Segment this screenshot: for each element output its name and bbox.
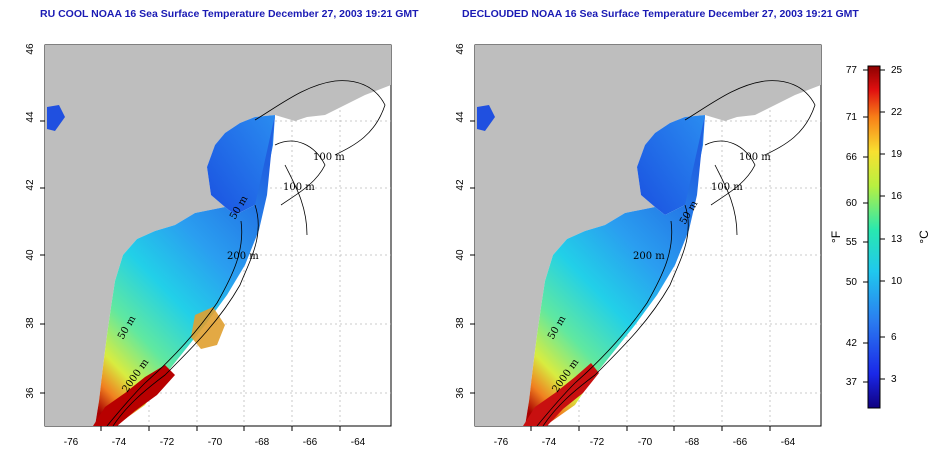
lon-tick: -76 [494,437,509,448]
isobath-label-4: 200 m [227,251,259,262]
lat-tick: 38 [455,317,466,329]
colorbar-f-tick: 42 [846,338,858,349]
lon-tick: -72 [160,437,175,448]
colorbar-f-tick: 50 [846,277,858,288]
lon-tick: -76 [64,437,79,448]
warm-patch [191,307,225,349]
shelf-water [525,115,705,426]
panel-title-right: DECLOUDED NOAA 16 Sea Surface Temperatur… [462,8,859,20]
lon-tick: -64 [781,437,796,448]
map-panel-left: 100 m 100 m 50 m 200 m 50 m 2000 m -76 -… [25,43,392,448]
lat-labels: 46 44 42 40 38 36 [455,43,466,399]
isobath-label-1: 100 m [739,152,771,163]
lat-tick: 44 [25,111,36,123]
fahrenheit-labels: 77 71 66 60 55 50 42 37 [846,65,858,388]
lon-axis [530,426,771,431]
lon-tick: -66 [303,437,318,448]
isobath-contours [106,80,386,427]
colorbar-f-tick: 66 [846,152,858,163]
shelf-water [95,115,275,426]
colorbar: 77 71 66 60 55 50 42 37 25 22 19 16 13 1… [829,65,931,409]
isobath-label-2: 100 m [711,182,743,193]
celsius-unit: °C [917,230,931,244]
coastal-lake [477,105,495,131]
colorbar-c-tick: 10 [891,276,903,287]
lat-tick: 36 [25,387,36,399]
lon-tick: -70 [638,437,653,448]
celsius-labels: 25 22 19 16 13 10 6 3 [891,65,903,385]
colorbar-ticks [863,69,885,383]
lon-tick: -74 [542,437,557,448]
lat-tick: 36 [455,387,466,399]
land-mass [45,45,391,426]
colorbar-c-tick: 13 [891,234,903,245]
colorbar-f-tick: 55 [846,237,858,248]
colorbar-c-tick: 25 [891,65,903,76]
lat-tick: 38 [25,317,36,329]
gulf-stream-warm [93,365,175,426]
gulf-of-maine-water [207,115,275,215]
colorbar-f-tick: 60 [846,198,858,209]
lat-tick: 46 [25,43,36,55]
coastal-lake [47,105,65,131]
colorbar-f-tick: 77 [846,65,858,76]
lon-tick: -70 [208,437,223,448]
lat-tick: 42 [455,179,466,191]
gulf-of-maine-water [637,115,705,215]
lon-tick: -74 [112,437,127,448]
lon-tick: -72 [590,437,605,448]
colorbar-f-tick: 71 [846,112,858,123]
lon-labels: -76 -74 -72 -70 -68 -66 -64 [64,437,366,448]
lon-labels: -76 -74 -72 -70 -68 -66 -64 [494,437,796,448]
lat-tick: 40 [455,249,466,261]
lat-tick: 44 [455,111,466,123]
panel-title-left: RU COOL NOAA 16 Sea Surface Temperature … [40,8,419,20]
lon-axis [100,426,341,431]
colorbar-f-tick: 37 [846,377,858,388]
fahrenheit-unit: °F [829,231,843,243]
colorbar-c-tick: 19 [891,149,903,160]
colorbar-c-tick: 3 [891,374,897,385]
colorbar-c-tick: 22 [891,107,903,118]
lat-tick: 46 [455,43,466,55]
map-panel-right: 100 m 100 m 50 m 200 m 50 m 2000 m -76 -… [455,43,822,448]
lon-tick: -68 [685,437,700,448]
colorbar-gradient [867,65,881,409]
lat-tick: 42 [25,179,36,191]
colorbar-c-tick: 16 [891,191,903,202]
lon-tick: -68 [255,437,270,448]
isobath-label-4: 200 m [633,251,665,262]
isobath-label-1: 100 m [313,152,345,163]
colorbar-c-tick: 6 [891,332,897,343]
isobath-contours [536,80,816,427]
lat-labels: 46 44 42 40 38 36 [25,43,36,399]
lat-axis [40,120,45,394]
lon-tick: -66 [733,437,748,448]
land-mass [475,45,821,426]
lat-tick: 40 [25,249,36,261]
lat-axis [470,120,475,394]
isobath-label-2: 100 m [283,182,315,193]
lon-tick: -64 [351,437,366,448]
